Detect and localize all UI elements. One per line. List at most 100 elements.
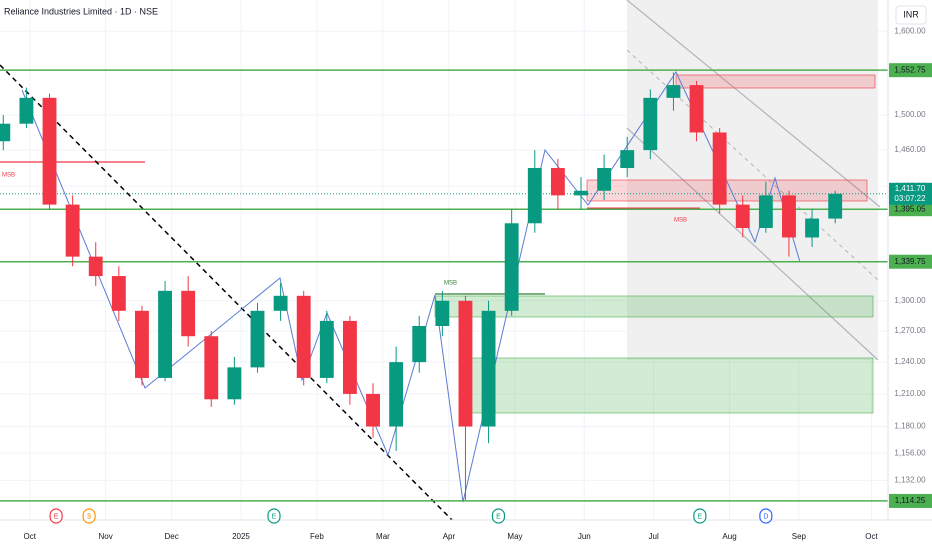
trendline	[0, 64, 461, 529]
y-tick-label: 1,156.00	[894, 448, 926, 457]
candle-body	[65, 204, 80, 257]
candle-body	[0, 123, 11, 142]
axis-labels: 1,600.001,500.001,460.001,420.001,300.00…	[23, 26, 932, 541]
candle-body	[481, 310, 496, 427]
candle-body	[620, 150, 635, 169]
countdown: 03:07:22	[894, 194, 926, 203]
candle-body	[735, 204, 750, 228]
y-tick-label: 1,132.00	[894, 476, 926, 485]
event-label: D	[763, 513, 768, 520]
chart-title: Reliance Industries Limited · 1D · NSE	[4, 6, 158, 16]
last-price-label: 1,411.70	[895, 184, 926, 193]
supply-zone	[586, 179, 868, 202]
candles	[0, 72, 843, 501]
event-label: E	[54, 513, 59, 520]
candle-body	[805, 218, 820, 238]
currency: INR	[903, 9, 919, 19]
candle-body	[296, 295, 311, 378]
level-tag	[889, 254, 932, 269]
candle-body	[504, 223, 519, 311]
time-axis	[0, 520, 932, 550]
x-tick-label: Oct	[23, 532, 36, 541]
candle-body	[666, 85, 681, 98]
candle-body	[758, 195, 773, 228]
y-tick-label: 1,600.00	[894, 26, 926, 35]
candle-body	[689, 85, 704, 133]
candle-body	[204, 336, 219, 400]
candle-body	[458, 300, 473, 427]
candle-body	[527, 168, 542, 224]
event-label: E	[272, 513, 277, 520]
event-badge	[759, 508, 773, 524]
channel-line	[626, 127, 879, 361]
y-tick-label: 1,300.00	[894, 296, 926, 305]
candle-body	[19, 97, 34, 124]
candle-body	[366, 393, 380, 427]
x-tick-label: Mar	[376, 532, 390, 541]
level-tag	[889, 63, 932, 78]
level-tag	[889, 493, 932, 508]
last-price-tag	[889, 182, 932, 205]
level-tag	[889, 202, 932, 217]
x-tick-label: Aug	[722, 532, 736, 541]
event-badge	[491, 508, 506, 524]
candle-body	[42, 97, 57, 205]
x-tick-label: Jun	[578, 532, 591, 541]
candle-body	[643, 97, 658, 151]
event-label: $	[87, 513, 91, 520]
level-label: 1,395.05	[894, 204, 926, 213]
candle-body	[574, 190, 588, 196]
candle-body	[273, 295, 288, 311]
candle-body	[389, 362, 404, 427]
y-tick-label: 1,460.00	[894, 145, 926, 154]
candle-body	[319, 320, 334, 378]
annotation: MSB	[674, 218, 687, 224]
supply-zone	[675, 74, 876, 89]
x-tick-label: Sep	[792, 532, 807, 541]
candle-body	[111, 276, 126, 311]
x-tick-label: Nov	[99, 532, 113, 541]
y-tick-label: 1,270.00	[894, 326, 926, 335]
candle-body	[412, 325, 427, 363]
demand-zone	[459, 357, 874, 414]
annotation: MSB	[2, 173, 15, 179]
candle-body	[88, 256, 103, 277]
demand-zone	[434, 295, 874, 318]
level-label: 1,339.75	[894, 257, 926, 266]
x-tick-label: Oct	[865, 532, 878, 541]
candle-body	[828, 193, 843, 219]
candle-body	[227, 367, 242, 400]
candle-body	[435, 300, 450, 326]
channel-line	[626, 0, 881, 208]
annotation: MSB	[444, 281, 457, 287]
y-tick-label: 1,240.00	[894, 357, 926, 366]
x-tick-label: Feb	[310, 532, 324, 541]
level-label: 1,552.75	[894, 65, 926, 74]
candle-body	[158, 290, 172, 378]
y-tick-label: 1,500.00	[894, 110, 926, 119]
currency-box[interactable]	[895, 5, 927, 25]
candle-body	[782, 195, 796, 238]
event-label: E	[496, 513, 501, 520]
event-badge	[693, 508, 707, 524]
x-tick-label: Jul	[649, 532, 659, 541]
candle-body	[181, 290, 196, 337]
candle-body	[250, 310, 265, 368]
x-tick-label: 2025	[232, 532, 250, 541]
candle-body	[712, 132, 727, 205]
event-badge	[49, 508, 63, 524]
event-label: E	[698, 513, 703, 520]
candle-body	[342, 320, 357, 394]
y-tick-label: 1,210.00	[894, 389, 926, 398]
y-tick-label: 1,180.00	[894, 422, 926, 431]
event-badge	[267, 508, 281, 524]
x-tick-label: Apr	[443, 532, 456, 541]
event-badge	[82, 508, 96, 524]
x-tick-label: May	[507, 532, 522, 541]
candle-body	[550, 168, 565, 196]
candle-body	[135, 310, 149, 378]
level-label: 1,114.25	[895, 496, 926, 505]
candle-body	[597, 168, 612, 191]
x-tick-label: Dec	[165, 532, 179, 541]
